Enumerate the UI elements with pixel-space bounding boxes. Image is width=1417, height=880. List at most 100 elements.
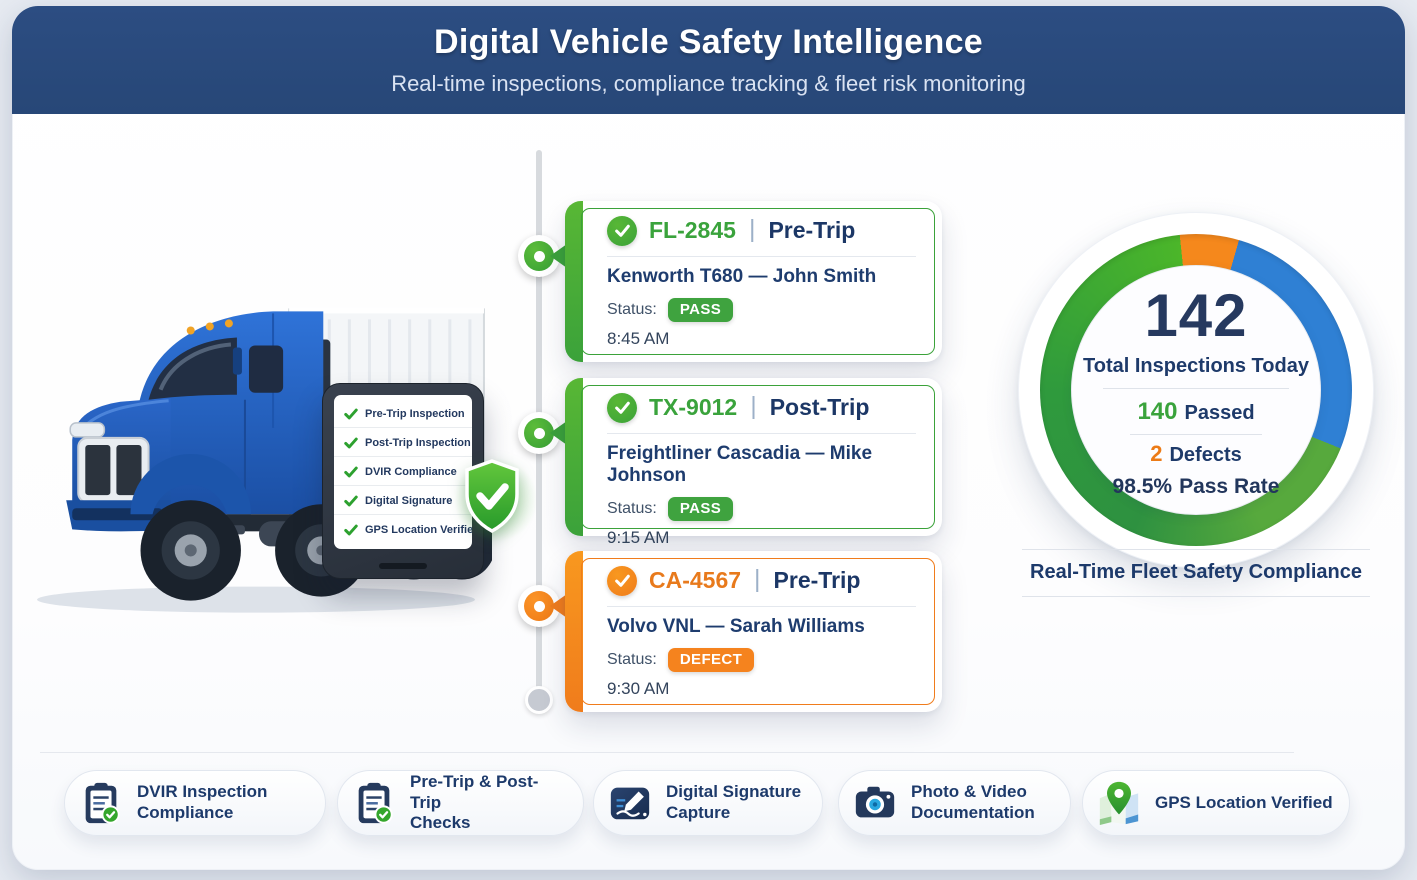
vehicle-id: CA-4567 <box>649 567 742 593</box>
center-divider <box>1130 433 1262 435</box>
tablet-home-bar <box>379 563 427 569</box>
card-notch <box>550 594 567 618</box>
inspection-tablet: Pre-Trip Inspection Post-Trip Inspection… <box>322 383 484 579</box>
status-badge: DEFECT <box>667 648 755 672</box>
separator: | <box>750 392 757 420</box>
checklist-item: Post-Trip Inspection <box>334 430 472 457</box>
inspection-card: TX-9012 | Post-Trip Freightliner Cascadi… <box>565 378 942 547</box>
caption-divider <box>1022 596 1370 597</box>
timeline-end-dot <box>525 686 553 714</box>
vehicle-driver: Volvo VNL — Sarah Williams <box>607 616 865 637</box>
checklist-label: Digital Signature <box>365 495 453 507</box>
check-circle-icon <box>607 392 637 423</box>
feature-label: Capture <box>666 803 731 822</box>
checklist-label: Post-Trip Inspection <box>365 437 471 449</box>
checklist-item: Pre-Trip Inspection <box>334 401 472 428</box>
check-icon <box>344 466 358 478</box>
page-subtitle: Real-time inspections, compliance tracki… <box>391 71 1026 96</box>
inspection-card: CA-4567 | Pre-Trip Volvo VNL — Sarah Wil… <box>565 551 942 712</box>
feature-label: Digital Signature <box>666 782 802 802</box>
defects-value: 2 <box>1150 440 1163 466</box>
feature-label: Pre-Trip & Post-Trip <box>410 771 539 812</box>
passed-row: 140 Passed <box>1137 398 1254 426</box>
passed-label: Passed <box>1184 401 1255 424</box>
vehicle-id: TX-9012 <box>649 394 738 420</box>
check-circle-icon <box>607 565 637 596</box>
inspection-time: 8:45 AM <box>607 329 670 348</box>
status-label: Status: <box>607 651 657 668</box>
card-notch <box>550 244 567 268</box>
card-divider <box>607 606 916 607</box>
checklist-item: DVIR Compliance <box>334 459 472 486</box>
passed-value: 140 <box>1137 397 1178 425</box>
camera-icon <box>855 786 895 818</box>
page-title: Digital Vehicle Safety Intelligence <box>433 23 984 61</box>
separator: | <box>754 565 761 593</box>
inspection-time: 9:15 AM <box>607 528 670 547</box>
inspection-type: Pre-Trip <box>773 567 861 593</box>
feature-label: Documentation <box>911 803 1035 822</box>
compliance-caption-block: Real-Time Fleet Safety Compliance <box>1022 549 1370 597</box>
check-icon <box>344 524 358 536</box>
checklist-label: GPS Location Verified <box>365 524 472 536</box>
pass-rate-row: 98.5% Pass Rate <box>1113 475 1280 499</box>
total-inspections-label: Total Inspections Today <box>1083 354 1309 377</box>
pass-rate-label: Pass Rate <box>1179 474 1280 498</box>
inspection-card: FL-2845 | Pre-Trip Kenworth T680 — John … <box>565 201 942 362</box>
card-accent-bar <box>565 378 583 536</box>
card-divider <box>607 256 916 257</box>
header-banner: Digital Vehicle Safety Intelligence Real… <box>12 6 1405 114</box>
signature-icon <box>610 787 650 820</box>
shield-check-icon <box>465 459 519 533</box>
separator: | <box>748 215 756 243</box>
feature-badge-pretrip: Pre-Trip & Post-Trip Checks <box>337 770 584 836</box>
clipboard-check-icon <box>85 782 120 824</box>
inspection-time: 9:30 AM <box>607 679 670 698</box>
features-divider <box>40 752 1294 753</box>
feature-label: GPS Location Verified <box>1155 792 1333 812</box>
status-label: Status: <box>607 500 657 517</box>
status-label: Status: <box>607 301 657 318</box>
card-divider <box>607 433 916 434</box>
inspection-type: Pre-Trip <box>768 217 856 243</box>
vehicle-driver: Kenworth T680 — John Smith <box>607 266 877 287</box>
timeline-dot <box>518 585 560 627</box>
checklist-label: DVIR Compliance <box>365 466 457 478</box>
feature-label: Photo & Video <box>911 782 1027 802</box>
checklist-label: Pre-Trip Inspection <box>365 408 465 420</box>
vehicle-id: FL-2845 <box>649 217 736 243</box>
map-pin-icon <box>1099 781 1139 826</box>
status-badge: PASS <box>667 298 734 322</box>
card-notch <box>550 421 567 445</box>
check-icon <box>344 437 358 449</box>
center-divider <box>1103 387 1289 389</box>
feature-badge-photo: Photo & Video Documentation <box>838 770 1071 836</box>
feature-label: Checks <box>410 813 471 833</box>
check-icon <box>344 495 358 507</box>
tablet-screen: Pre-Trip Inspection Post-Trip Inspection… <box>334 395 472 549</box>
caption-divider <box>1022 549 1370 550</box>
feature-badge-signature: Digital Signature Capture <box>593 770 823 836</box>
compliance-caption: Real-Time Fleet Safety Compliance <box>1030 561 1362 583</box>
pass-rate-value: 98.5% <box>1112 474 1173 498</box>
feature-label: DVIR Inspection <box>137 782 268 802</box>
card-accent-bar <box>565 551 583 712</box>
timeline-dot <box>518 412 560 454</box>
vehicle-driver: Freightliner Cascadia — Mike Johnson <box>607 443 873 486</box>
status-badge: PASS <box>667 497 734 521</box>
check-icon <box>344 408 358 420</box>
feature-badge-dvir: DVIR Inspection Compliance <box>64 770 326 836</box>
feature-badge-gps: GPS Location Verified <box>1082 770 1350 836</box>
total-inspections-value: 142 <box>1144 281 1248 349</box>
clipboard-check-icon <box>358 782 393 824</box>
inspection-type: Post-Trip <box>769 394 870 420</box>
defects-row: 2 Defects <box>1150 441 1242 467</box>
card-accent-bar <box>565 201 583 362</box>
checklist-item: Digital Signature <box>334 488 472 515</box>
donut-center: 142 Total Inspections Today 140 Passed 2… <box>1071 265 1321 515</box>
defects-label: Defects <box>1169 443 1242 466</box>
checklist-item: GPS Location Verified <box>334 517 472 543</box>
check-circle-icon <box>607 215 637 246</box>
feature-label: Compliance <box>137 803 234 822</box>
